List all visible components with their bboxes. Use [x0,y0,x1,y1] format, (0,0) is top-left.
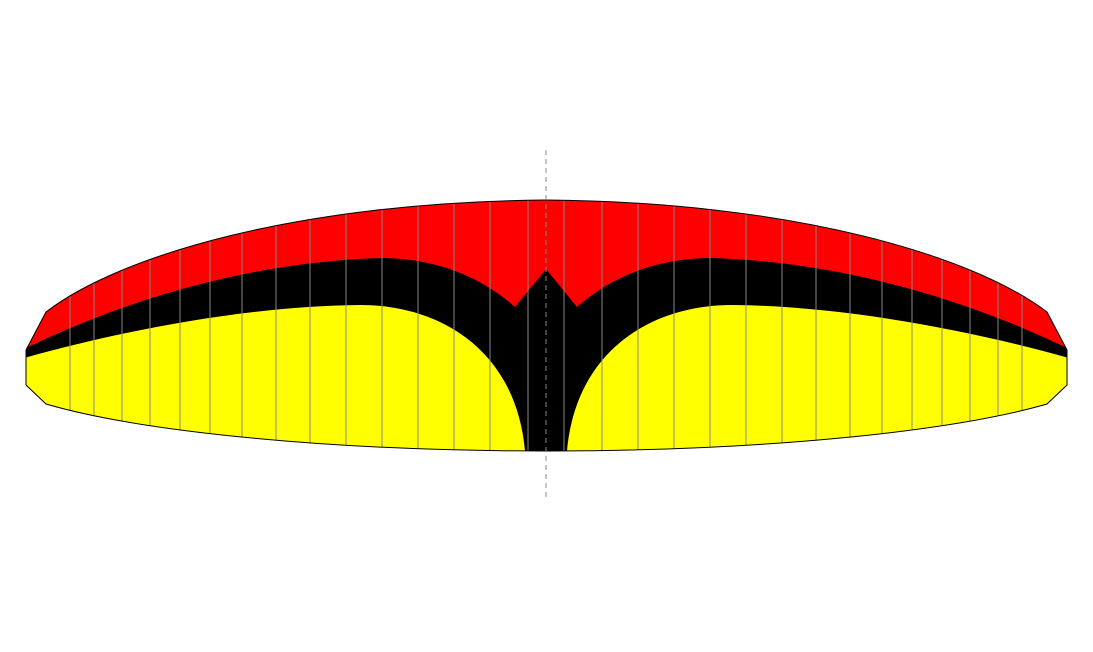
trailing-yellow-panel [26,305,1067,451]
wing-outline [25,199,1068,452]
